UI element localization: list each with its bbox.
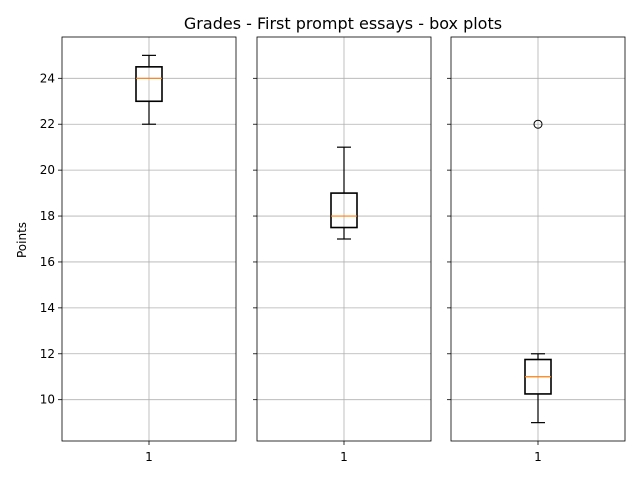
panel-3: 1 <box>447 36 626 464</box>
y-tick-label: 16 <box>40 255 55 269</box>
y-tick-label: 20 <box>40 163 55 177</box>
chart-title: Grades - First prompt essays - box plots <box>184 14 502 33</box>
panel-1: 10 12 14 16 18 20 22 24 1 <box>40 36 237 464</box>
y-axis-label: Points <box>15 222 29 258</box>
y-tick-label: 14 <box>40 301 55 315</box>
x-tick-label: 1 <box>340 450 348 464</box>
panel-frame <box>61 36 237 442</box>
box-iqr <box>135 66 163 103</box>
panels: 10 12 14 16 18 20 22 24 1 1 1 <box>40 36 626 464</box>
box-iqr <box>330 192 358 229</box>
panel-frame <box>256 36 432 442</box>
y-tick-label: 10 <box>40 393 55 407</box>
y-tick-label: 18 <box>40 209 55 223</box>
x-tick-label: 1 <box>534 450 542 464</box>
panel-2: 1 <box>253 36 432 464</box>
y-tick-label: 22 <box>40 117 55 131</box>
outlier-point <box>533 119 543 129</box>
panel-frame <box>450 36 626 442</box>
y-tick-label: 24 <box>40 71 55 85</box>
x-tick-label: 1 <box>145 450 153 464</box>
y-tick-label: 12 <box>40 347 55 361</box>
